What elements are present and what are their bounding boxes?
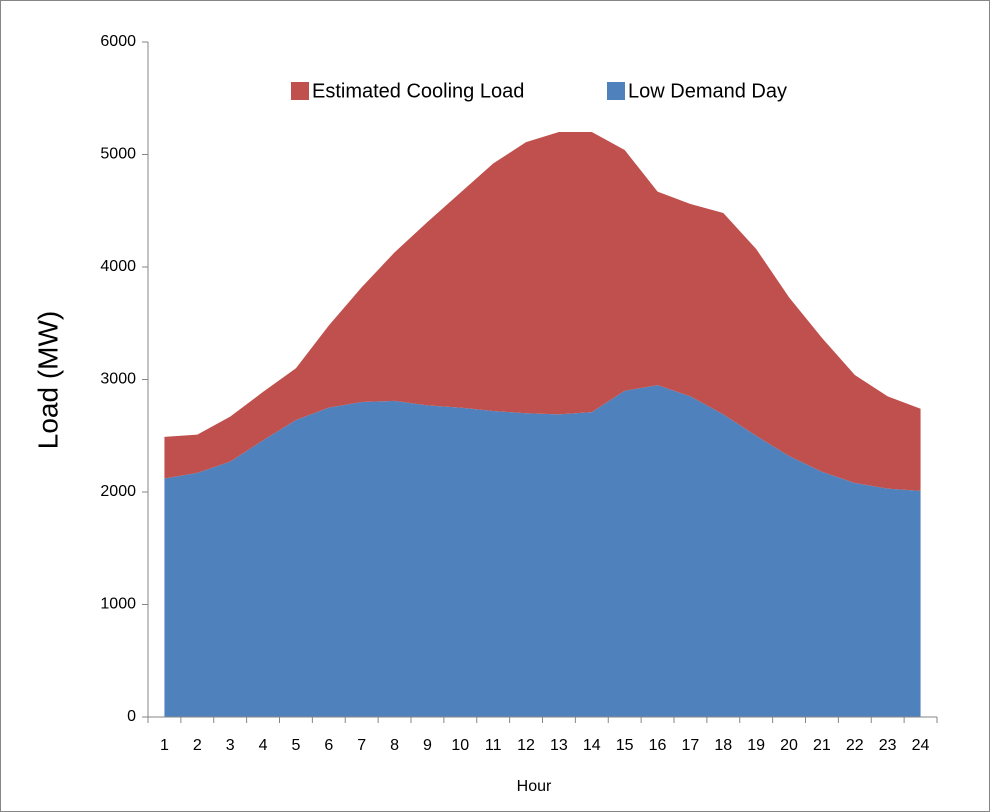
x-tick-label: 3 bbox=[226, 737, 235, 754]
legend-label: Low Demand Day bbox=[628, 80, 787, 102]
y-tick-label: 5000 bbox=[100, 146, 136, 163]
y-tick-label: 1000 bbox=[100, 596, 136, 613]
x-tick-label: 22 bbox=[846, 737, 864, 754]
legend-swatch bbox=[607, 82, 625, 100]
x-tick-label: 17 bbox=[682, 737, 700, 754]
y-tick-label: 3000 bbox=[100, 371, 136, 388]
x-tick-label: 4 bbox=[259, 737, 268, 754]
x-tick-label: 1 bbox=[160, 737, 169, 754]
x-tick-label: 2 bbox=[193, 737, 202, 754]
x-tick-label: 18 bbox=[714, 737, 732, 754]
x-tick-label: 11 bbox=[485, 737, 502, 754]
x-tick-label: 5 bbox=[291, 737, 300, 754]
x-tick-label: 15 bbox=[616, 737, 634, 754]
x-tick-label: 20 bbox=[780, 737, 798, 754]
y-axis-title: Load (MW) bbox=[32, 311, 63, 449]
x-tick-label: 16 bbox=[649, 737, 667, 754]
x-tick-label: 19 bbox=[747, 737, 765, 754]
y-tick-label: 4000 bbox=[100, 258, 136, 275]
x-tick-label: 24 bbox=[912, 737, 930, 754]
x-tick-label: 9 bbox=[423, 737, 432, 754]
x-tick-label: 6 bbox=[324, 737, 333, 754]
x-tick-label: 23 bbox=[879, 737, 897, 754]
x-tick-label: 7 bbox=[357, 737, 366, 754]
area bbox=[164, 132, 921, 491]
x-tick-label: 12 bbox=[517, 737, 535, 754]
x-tick-label: 21 bbox=[813, 737, 831, 754]
x-axis-title: Hour bbox=[517, 778, 552, 795]
x-tick-label: 8 bbox=[390, 737, 399, 754]
y-tick-label: 0 bbox=[127, 708, 136, 725]
legend-swatch bbox=[291, 82, 309, 100]
legend-label: Estimated Cooling Load bbox=[312, 80, 524, 102]
area bbox=[164, 385, 921, 717]
x-tick-label: 14 bbox=[583, 737, 601, 754]
y-tick-label: 2000 bbox=[100, 483, 136, 500]
y-tick-label: 6000 bbox=[100, 33, 136, 50]
x-tick-label: 10 bbox=[451, 737, 469, 754]
x-tick-label: 13 bbox=[550, 737, 568, 754]
